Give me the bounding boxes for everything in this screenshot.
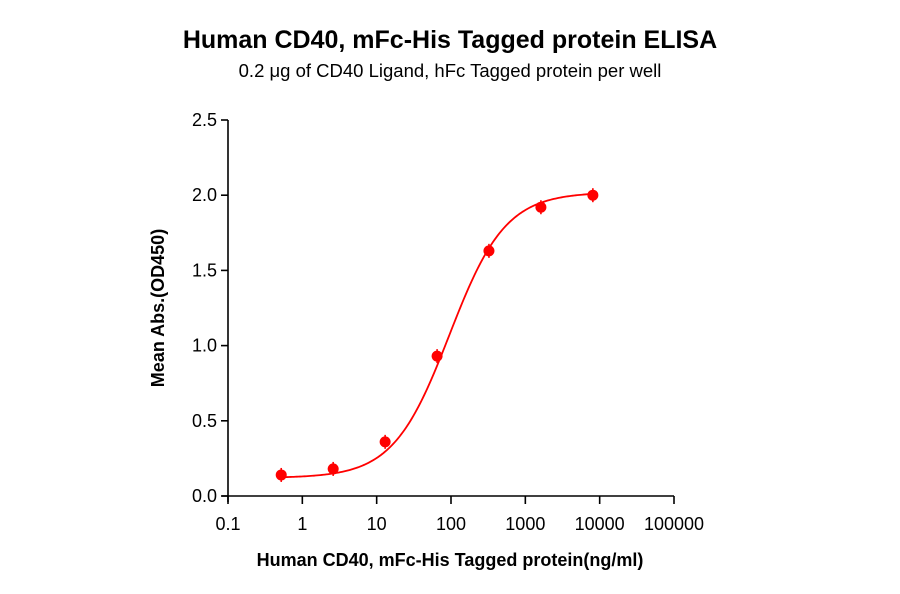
x-tick-label: 10000 <box>575 514 625 534</box>
data-point <box>535 201 547 213</box>
data-point <box>379 436 391 448</box>
data-point <box>431 350 443 362</box>
x-tick-label: 1000 <box>505 514 545 534</box>
y-tick-label: 1.0 <box>192 336 217 356</box>
x-axis-label: Human CD40, mFc-His Tagged protein(ng/ml… <box>257 550 644 570</box>
data-points <box>275 188 599 482</box>
chart-title: Human CD40, mFc-His Tagged protein ELISA <box>182 26 718 54</box>
data-point <box>327 463 339 475</box>
x-tick-label: 100 <box>436 514 466 534</box>
y-tick-label: 2.5 <box>192 110 217 130</box>
data-point <box>275 469 287 481</box>
y-tick-label: 2.0 <box>192 185 217 205</box>
chart-subtitle: 0.2 μg of CD40 Ligand, hFc Tagged protei… <box>238 60 662 81</box>
data-point <box>483 245 495 257</box>
y-tick-label: 0.5 <box>192 411 217 431</box>
y-axis-label: Mean Abs.(OD450) <box>148 229 168 387</box>
y-tick-label: 1.5 <box>192 260 217 280</box>
data-point <box>587 189 599 201</box>
axes: 0.0 0.5 1.0 1.5 2.0 2.5 0.1 1 10 100 1000 10000 1000… <box>192 110 704 534</box>
x-tick-label: 0.1 <box>215 514 240 534</box>
x-tick-label: 100000 <box>644 514 704 534</box>
x-tick-label: 1 <box>297 514 307 534</box>
x-tick-label: 10 <box>367 514 387 534</box>
y-tick-label: 0.0 <box>192 486 217 506</box>
fit-curve <box>281 193 593 479</box>
